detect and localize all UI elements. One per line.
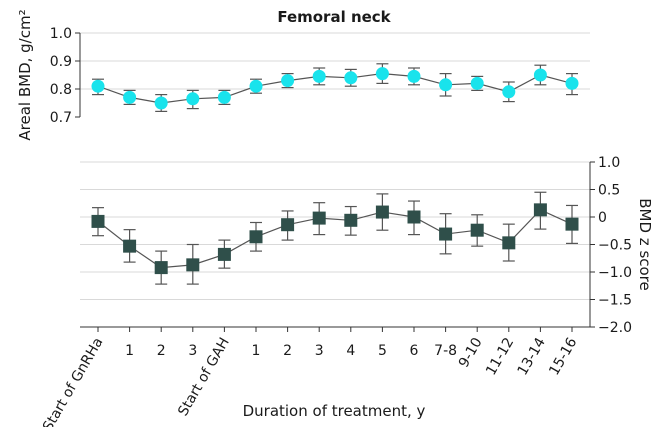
x-tick-label: 15-16 bbox=[546, 335, 580, 378]
x-tick-label: Start of GAH bbox=[175, 335, 233, 419]
lower-data-point bbox=[375, 205, 389, 219]
lower-y-tick-label: 0 bbox=[598, 210, 607, 226]
upper-data-point bbox=[91, 79, 105, 93]
lower-data-point bbox=[312, 211, 326, 225]
lower-panel-z-score: 1.0 0.5 0 −0.5 −1.0 −1.5 −2.0 BMD z score bbox=[80, 155, 654, 336]
upper-data-point bbox=[344, 71, 358, 85]
upper-data-point bbox=[123, 90, 137, 104]
upper-data-point bbox=[470, 76, 484, 90]
upper-data-point bbox=[186, 92, 200, 106]
x-tick-label: 11-12 bbox=[483, 335, 517, 378]
lower-data-point bbox=[470, 223, 484, 237]
upper-data-point bbox=[533, 68, 547, 82]
upper-data-point bbox=[565, 76, 579, 90]
lower-data-point bbox=[439, 227, 453, 241]
upper-data-point bbox=[154, 96, 168, 110]
x-tick-label: 1 bbox=[125, 343, 134, 359]
lower-data-point bbox=[249, 230, 263, 244]
upper-data-point bbox=[281, 74, 295, 88]
x-tick-label: 2 bbox=[283, 343, 292, 359]
x-tick-label: 1 bbox=[252, 343, 261, 359]
lower-y-tick-label: −2.0 bbox=[598, 320, 632, 336]
upper-y-axis-label: Areal BMD, g/cm² bbox=[16, 9, 34, 140]
x-tick-label: 2 bbox=[157, 343, 166, 359]
lower-data-point bbox=[281, 218, 295, 232]
upper-data-point bbox=[375, 67, 389, 81]
lower-y-tick-label: −0.5 bbox=[598, 238, 632, 254]
upper-series-line bbox=[97, 72, 573, 104]
chart-title: Femoral neck bbox=[277, 8, 391, 26]
lower-data-point bbox=[407, 210, 421, 224]
x-tick-label: 6 bbox=[410, 343, 419, 359]
upper-data-point bbox=[502, 85, 516, 99]
lower-data-point bbox=[123, 239, 137, 253]
lower-series-line bbox=[97, 209, 573, 269]
lower-y-tick-label: 0.5 bbox=[598, 183, 620, 199]
upper-y-tick-label: 0.7 bbox=[50, 110, 72, 126]
upper-data-point bbox=[407, 69, 421, 83]
x-tick-label: Start of GnRHa bbox=[40, 335, 106, 427]
lower-data-point bbox=[344, 213, 358, 227]
upper-y-tick-label: 0.9 bbox=[50, 54, 72, 70]
upper-data-point bbox=[312, 69, 326, 83]
upper-data-point bbox=[439, 78, 453, 92]
lower-y-tick-label: 1.0 bbox=[598, 155, 620, 171]
x-tick-label: 5 bbox=[378, 343, 387, 359]
upper-y-tick-label: 0.8 bbox=[50, 82, 72, 98]
upper-data-point bbox=[217, 90, 231, 104]
lower-data-point bbox=[565, 217, 579, 231]
x-tick-label: 13-14 bbox=[515, 335, 549, 378]
lower-y-axis-label: BMD z score bbox=[636, 198, 654, 291]
x-tick-label: 3 bbox=[188, 343, 197, 359]
x-tick-label: 4 bbox=[346, 343, 355, 359]
lower-data-point bbox=[186, 258, 200, 272]
lower-data-point bbox=[533, 203, 547, 217]
lower-data-point bbox=[502, 236, 516, 250]
upper-data-point bbox=[249, 79, 263, 93]
x-tick-label: 7-8 bbox=[434, 343, 457, 359]
lower-data-point bbox=[91, 214, 105, 228]
x-axis-label: Duration of treatment, y bbox=[243, 402, 426, 420]
upper-y-tick-label: 1.0 bbox=[50, 26, 72, 42]
x-tick-label: 9-10 bbox=[456, 335, 486, 371]
lower-data-point bbox=[154, 261, 168, 275]
lower-data-point bbox=[217, 247, 231, 261]
lower-y-tick-label: −1.5 bbox=[598, 293, 632, 309]
x-tick-label: 3 bbox=[315, 343, 324, 359]
upper-panel-areal-bmd: 0.7 0.8 0.9 1.0 Areal BMD, g/cm² bbox=[16, 9, 590, 141]
lower-y-tick-label: −1.0 bbox=[598, 265, 632, 281]
